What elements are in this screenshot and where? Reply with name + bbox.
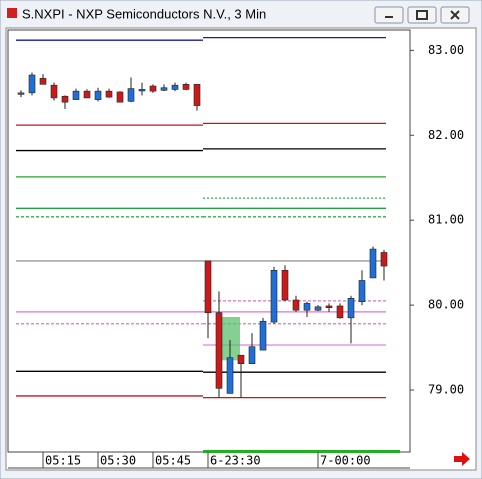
y-tick-label: 82.00 xyxy=(428,128,464,142)
candle xyxy=(314,305,322,312)
candle xyxy=(160,84,168,92)
axes: 79.00 80.00 81.00 82.00 83.00 05:15 05:30 05:45… xyxy=(42,43,464,468)
close-icon xyxy=(450,10,460,20)
candle xyxy=(281,265,289,301)
window-buttons[interactable] xyxy=(374,6,470,24)
candle xyxy=(325,303,333,312)
minimize-button[interactable] xyxy=(374,6,404,24)
candle xyxy=(270,266,278,324)
candle-body xyxy=(248,346,256,364)
x-tick-label: 05:15 xyxy=(45,454,81,468)
candle xyxy=(50,82,58,101)
candle-body xyxy=(50,84,58,99)
candle xyxy=(248,333,256,364)
window-title: S.NXPI - NXP Semiconductors N.V., 3 Min xyxy=(22,6,266,21)
candle xyxy=(149,84,157,93)
candle-body xyxy=(314,306,322,311)
candle-body xyxy=(171,84,179,90)
candle-body xyxy=(215,312,223,389)
scroll-arrow[interactable] xyxy=(454,452,470,466)
candle xyxy=(369,246,377,279)
candle xyxy=(215,291,223,398)
y-tick-label: 83.00 xyxy=(428,43,464,57)
candle-body xyxy=(160,87,168,91)
candle-body xyxy=(369,248,377,279)
candle xyxy=(347,295,355,344)
y-tick-label: 80.00 xyxy=(428,298,464,312)
candle-body xyxy=(325,305,333,308)
candle xyxy=(237,354,245,398)
candle-body xyxy=(226,357,234,394)
candle-body xyxy=(149,85,157,92)
candle xyxy=(61,95,69,109)
candle xyxy=(116,91,124,103)
candle-body xyxy=(138,89,146,92)
candle-body xyxy=(39,78,47,85)
maximize-button[interactable] xyxy=(407,6,437,24)
candle-body xyxy=(292,299,300,311)
candle xyxy=(358,270,366,306)
x-tick-label: 05:30 xyxy=(100,454,136,468)
candle xyxy=(380,249,388,281)
x-tick-label: 7-00:00 xyxy=(320,454,371,468)
candle-body xyxy=(116,91,124,103)
x-tick-label: 05:45 xyxy=(155,454,191,468)
candle xyxy=(105,88,113,98)
candle xyxy=(182,82,190,91)
candle xyxy=(204,260,212,339)
candle xyxy=(94,87,102,102)
candle-body xyxy=(380,252,388,267)
x-tick-label: 6-23:30 xyxy=(210,454,261,468)
candle-body xyxy=(193,84,201,106)
candle xyxy=(259,317,267,351)
candle xyxy=(226,339,234,394)
candle xyxy=(171,82,179,92)
app-icon xyxy=(7,8,17,18)
candle-body xyxy=(270,269,278,323)
minimize-icon xyxy=(385,16,393,18)
candle-body xyxy=(61,95,69,103)
candle-body xyxy=(347,298,355,319)
candle-body xyxy=(105,90,113,98)
candle-body xyxy=(83,90,91,99)
candle-body xyxy=(336,305,344,319)
candle xyxy=(138,82,146,96)
candle xyxy=(303,301,311,317)
candle-body xyxy=(182,84,190,90)
candle xyxy=(292,295,300,312)
candle-body xyxy=(259,320,267,351)
candle-body xyxy=(237,354,245,364)
candle xyxy=(127,77,135,103)
candle-body xyxy=(28,74,36,94)
plot-area xyxy=(7,29,411,453)
candle xyxy=(17,90,25,98)
candle xyxy=(193,84,201,111)
candle xyxy=(28,72,36,96)
candle-body xyxy=(204,260,212,314)
candle-body xyxy=(72,90,80,100)
candle xyxy=(336,303,344,319)
candle-body xyxy=(94,90,102,100)
candle xyxy=(72,88,80,100)
candle-body xyxy=(127,88,135,102)
candle-body xyxy=(281,269,289,301)
candle-body xyxy=(17,92,25,95)
candle xyxy=(83,89,91,99)
y-tick-label: 81.00 xyxy=(428,213,464,227)
y-tick-label: 79.00 xyxy=(428,383,464,397)
session-bar xyxy=(203,450,400,453)
candle xyxy=(39,74,47,85)
candle-body xyxy=(358,280,366,303)
candle-body xyxy=(303,303,311,311)
maximize-icon xyxy=(416,10,428,20)
